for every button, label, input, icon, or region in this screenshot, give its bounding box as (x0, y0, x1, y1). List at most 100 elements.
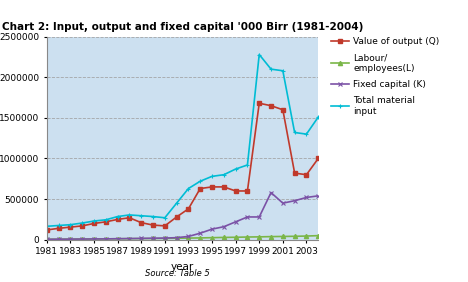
Labour/
employees(L) (233, 235, 238, 239)
Fixed capital (K) (221, 225, 227, 228)
Line: Total material
input: Total material input (45, 52, 320, 228)
Fixed capital (K) (256, 215, 262, 219)
Fixed capital (K) (56, 237, 61, 241)
Labour/
employees(L) (304, 234, 309, 238)
Total material
input (150, 215, 156, 218)
Fixed capital (K) (103, 237, 109, 241)
Value of output (Q) (150, 223, 156, 227)
Title: Chart 2: Input, output and fixed capital '000 Birr (1981-2004): Chart 2: Input, output and fixed capital… (2, 22, 363, 32)
Value of output (Q) (67, 225, 73, 229)
Total material
input (245, 163, 250, 167)
Labour/
employees(L) (280, 235, 285, 238)
Fixed capital (K) (197, 232, 203, 235)
Labour/
employees(L) (174, 237, 179, 240)
Line: Value of output (Q): Value of output (Q) (45, 101, 320, 232)
Value of output (Q) (91, 222, 97, 225)
Value of output (Q) (174, 215, 179, 219)
Value of output (Q) (292, 171, 298, 175)
Fixed capital (K) (268, 191, 274, 194)
Fixed capital (K) (292, 199, 298, 202)
Value of output (Q) (256, 102, 262, 105)
Total material
input (186, 187, 191, 190)
Labour/
employees(L) (268, 235, 274, 238)
Total material
input (304, 133, 309, 136)
Labour/
employees(L) (56, 237, 61, 241)
Fixed capital (K) (233, 220, 238, 224)
Line: Fixed capital (K): Fixed capital (K) (45, 191, 320, 241)
Fixed capital (K) (127, 237, 132, 240)
Value of output (Q) (103, 220, 109, 224)
Value of output (Q) (80, 224, 85, 228)
Labour/
employees(L) (91, 237, 97, 241)
Labour/
employees(L) (315, 234, 321, 237)
Total material
input (115, 215, 120, 218)
Total material
input (139, 214, 144, 217)
Fixed capital (K) (304, 196, 309, 199)
Value of output (Q) (315, 157, 321, 160)
Value of output (Q) (44, 228, 50, 232)
Labour/
employees(L) (292, 235, 298, 238)
Fixed capital (K) (315, 194, 321, 197)
Labour/
employees(L) (103, 237, 109, 241)
Value of output (Q) (186, 207, 191, 211)
Total material
input (44, 224, 50, 228)
Total material
input (103, 218, 109, 221)
Fixed capital (K) (91, 237, 97, 241)
Value of output (Q) (127, 216, 132, 219)
Total material
input (67, 223, 73, 226)
Value of output (Q) (56, 227, 61, 230)
Fixed capital (K) (186, 235, 191, 238)
Value of output (Q) (162, 224, 168, 228)
Total material
input (268, 67, 274, 71)
Total material
input (127, 213, 132, 217)
Value of output (Q) (233, 189, 238, 193)
Labour/
employees(L) (186, 236, 191, 240)
Total material
input (209, 175, 215, 178)
Fixed capital (K) (280, 201, 285, 205)
Labour/
employees(L) (221, 236, 227, 239)
Total material
input (280, 69, 285, 72)
Total material
input (91, 219, 97, 223)
Value of output (Q) (304, 173, 309, 177)
Value of output (Q) (115, 218, 120, 221)
Labour/
employees(L) (67, 237, 73, 241)
Value of output (Q) (280, 108, 285, 111)
Total material
input (56, 224, 61, 227)
Value of output (Q) (197, 187, 203, 190)
Line: Labour/
employees(L): Labour/ employees(L) (45, 233, 320, 241)
Text: Source: Table 5: Source: Table 5 (146, 269, 210, 278)
Labour/
employees(L) (245, 235, 250, 239)
Labour/
employees(L) (139, 237, 144, 240)
Total material
input (315, 115, 321, 119)
Value of output (Q) (268, 104, 274, 107)
Total material
input (292, 131, 298, 134)
Fixed capital (K) (150, 237, 156, 240)
Total material
input (174, 201, 179, 205)
Labour/
employees(L) (162, 237, 168, 240)
Labour/
employees(L) (256, 235, 262, 239)
Labour/
employees(L) (197, 236, 203, 240)
Total material
input (221, 173, 227, 177)
X-axis label: year: year (171, 262, 194, 272)
Total material
input (162, 216, 168, 219)
Labour/
employees(L) (115, 237, 120, 241)
Fixed capital (K) (162, 236, 168, 240)
Value of output (Q) (245, 189, 250, 193)
Labour/
employees(L) (127, 237, 132, 240)
Fixed capital (K) (174, 236, 179, 239)
Total material
input (80, 221, 85, 225)
Fixed capital (K) (44, 238, 50, 241)
Legend: Value of output (Q), Labour/
employees(L), Fixed capital (K), Total material
inp: Value of output (Q), Labour/ employees(L… (331, 37, 440, 116)
Labour/
employees(L) (209, 236, 215, 239)
Labour/
employees(L) (44, 238, 50, 241)
Value of output (Q) (221, 185, 227, 189)
Total material
input (197, 180, 203, 183)
Fixed capital (K) (67, 237, 73, 241)
Labour/
employees(L) (150, 237, 156, 240)
Fixed capital (K) (209, 228, 215, 231)
Labour/
employees(L) (80, 237, 85, 241)
Fixed capital (K) (245, 215, 250, 219)
Value of output (Q) (209, 185, 215, 189)
Value of output (Q) (139, 221, 144, 224)
Fixed capital (K) (80, 237, 85, 241)
